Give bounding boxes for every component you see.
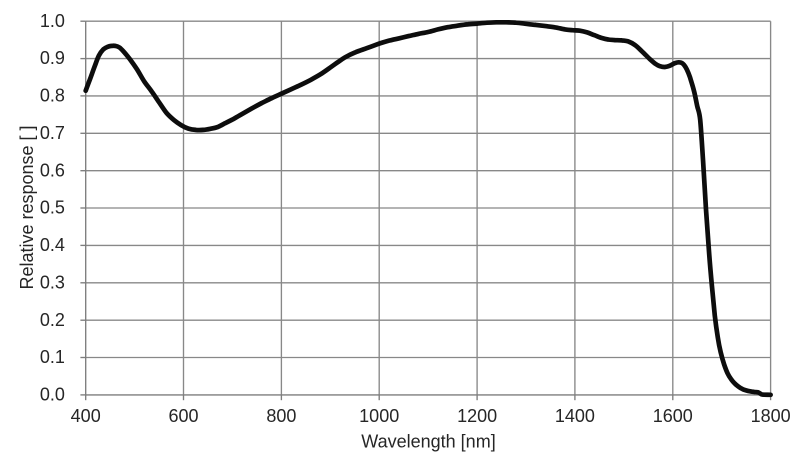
svg-text:0.8: 0.8 [40,86,65,106]
svg-text:1.0: 1.0 [40,11,65,31]
svg-text:1200: 1200 [457,406,497,426]
svg-text:Wavelength [nm]: Wavelength [nm] [361,432,495,452]
svg-text:0.6: 0.6 [40,160,65,180]
svg-text:800: 800 [266,406,296,426]
svg-text:0.1: 0.1 [40,347,65,367]
svg-text:Relative response [ ]: Relative response [ ] [17,125,37,289]
svg-text:1600: 1600 [653,406,693,426]
svg-text:0.0: 0.0 [40,385,65,405]
svg-text:0.4: 0.4 [40,235,65,255]
svg-text:400: 400 [71,406,101,426]
svg-text:0.7: 0.7 [40,123,65,143]
svg-text:1000: 1000 [359,406,399,426]
svg-text:1800: 1800 [751,406,791,426]
svg-text:0.3: 0.3 [40,272,65,292]
svg-text:1400: 1400 [555,406,595,426]
svg-text:0.5: 0.5 [40,198,65,218]
svg-text:0.9: 0.9 [40,48,65,68]
svg-text:600: 600 [168,406,198,426]
svg-text:0.2: 0.2 [40,310,65,330]
